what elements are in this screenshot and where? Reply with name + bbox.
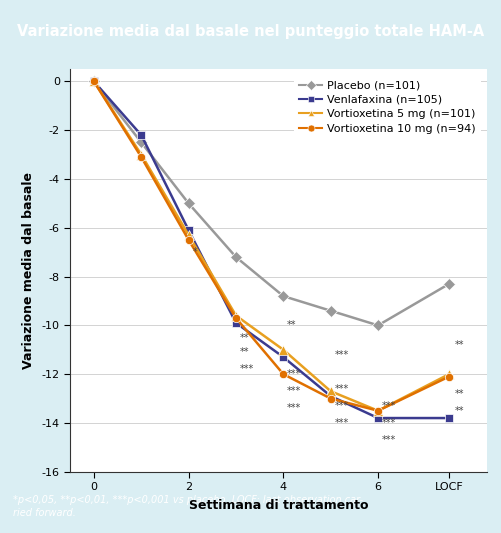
Text: ***: *** [287, 369, 301, 379]
Text: Variazione media dal basale nel punteggio totale HAM-A: Variazione media dal basale nel punteggi… [18, 25, 483, 39]
Text: ***: *** [381, 435, 395, 445]
Text: *p<0,05, **p<0,01, ***p<0,001 vs placebo. LOCF: last observation car-
ried forwa: *p<0,05, **p<0,01, ***p<0,001 vs placebo… [13, 495, 362, 518]
Text: ***: *** [381, 401, 395, 411]
Text: ***: *** [287, 386, 301, 396]
Text: **: ** [239, 333, 249, 343]
Text: ***: *** [334, 401, 348, 411]
Text: ***: *** [287, 403, 301, 413]
Text: ***: *** [334, 384, 348, 394]
Text: **: ** [454, 340, 463, 350]
Text: *: * [192, 247, 197, 257]
Text: ***: *** [381, 418, 395, 428]
Text: **: ** [454, 406, 463, 416]
Text: ***: *** [334, 418, 348, 428]
Y-axis label: Variazione media dal basale: Variazione media dal basale [22, 172, 35, 369]
Text: **: ** [454, 389, 463, 399]
Legend: Placebo (n=101), Venlafaxina (n=105), Vortioxetina 5 mg (n=101), Vortioxetina 10: Placebo (n=101), Venlafaxina (n=105), Vo… [293, 75, 480, 139]
Text: ***: *** [239, 364, 254, 374]
Text: ***: *** [334, 350, 348, 360]
X-axis label: Settimana di trattamento: Settimana di trattamento [188, 499, 368, 512]
Text: **: ** [239, 347, 249, 357]
Text: **: ** [287, 320, 296, 330]
